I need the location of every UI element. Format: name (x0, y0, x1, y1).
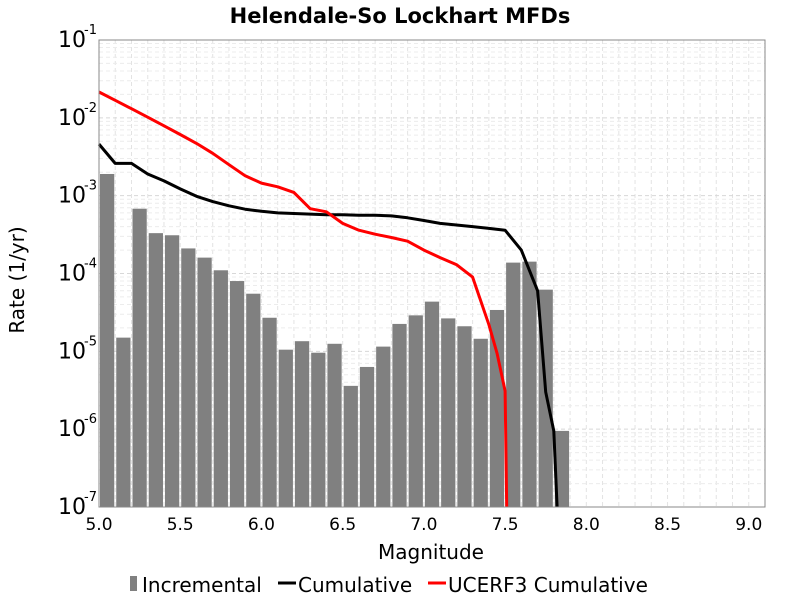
x-tick-label: 5.5 (167, 515, 194, 535)
x-tick-labels: 5.0 5.5 6.0 6.5 7.0 7.5 8.0 8.5 9.0 (85, 515, 762, 535)
bar-incremental (164, 235, 180, 507)
y-tick-exponent: -7 (84, 490, 97, 505)
bar-incremental (229, 281, 245, 507)
line-cumulative (97, 143, 559, 508)
plot-frame (98, 39, 766, 508)
y-tick-exponent: -1 (84, 23, 97, 38)
x-tick-label: 5.0 (85, 515, 112, 535)
y-tick-label: 10 (58, 28, 86, 53)
x-tick-label: 8.5 (654, 515, 681, 535)
bar-incremental (262, 317, 277, 507)
x-tick-label: 6.0 (248, 515, 275, 535)
y-tick-label: 10 (58, 339, 86, 364)
y-tick-labels: 10-710-610-510-410-310-210-1 (58, 23, 97, 520)
bar-incremental (197, 257, 212, 507)
bar-incremental (359, 366, 375, 507)
bar-incremental (343, 385, 358, 507)
y-tick-label: 10 (58, 184, 86, 209)
x-axis-label: Magnitude (378, 540, 484, 564)
bar-incremental (554, 430, 570, 507)
y-tick-exponent: -5 (84, 334, 97, 349)
y-tick-label: 10 (58, 262, 86, 287)
y-tick-label: 10 (58, 106, 86, 131)
legend-label-incremental: Incremental (142, 573, 262, 597)
bar-incremental (311, 352, 326, 507)
bar-incremental (181, 248, 196, 507)
chart-title: Helendale-So Lockhart MFDs (230, 4, 571, 28)
bar-incremental (376, 346, 391, 507)
bar-incremental (294, 341, 310, 507)
bar-incremental (116, 337, 131, 507)
line-ucerf3-cumulative (98, 90, 509, 508)
legend-swatch-incremental (130, 576, 137, 591)
bar-incremental (441, 318, 456, 507)
x-tick-label: 7.5 (492, 515, 519, 535)
legend: Incremental Cumulative UCERF3 Cumulative (130, 573, 648, 597)
cumulative-lines (97, 90, 559, 508)
y-tick-exponent: -4 (84, 257, 97, 272)
legend-label-ucerf3: UCERF3 Cumulative (448, 573, 648, 597)
legend-label-cumulative: Cumulative (298, 573, 412, 597)
bar-incremental (408, 315, 423, 507)
x-tick-label: 9.0 (735, 515, 762, 535)
bar-incremental (278, 349, 293, 507)
bar-incremental (327, 343, 342, 507)
incremental-bars (100, 173, 570, 508)
bar-incremental (473, 338, 488, 507)
bar-incremental (148, 233, 163, 507)
x-tick-label: 6.5 (329, 515, 356, 535)
bar-incremental (213, 270, 228, 507)
y-tick-label: 10 (58, 417, 86, 442)
bar-incremental (457, 326, 472, 507)
bar-incremental (489, 309, 505, 507)
bar-incremental (100, 173, 115, 508)
y-axis-label: Rate (1/yr) (5, 226, 29, 333)
bar-incremental (522, 261, 537, 507)
bar-incremental (246, 293, 261, 507)
x-tick-label: 7.0 (410, 515, 437, 535)
y-tick-exponent: -6 (84, 412, 97, 427)
y-tick-label: 10 (58, 495, 86, 520)
bar-incremental (392, 323, 407, 507)
bar-incremental (132, 208, 147, 507)
bar-incremental (424, 301, 440, 507)
bar-incremental (506, 262, 521, 507)
y-tick-exponent: -3 (84, 179, 97, 194)
x-tick-label: 8.0 (573, 515, 600, 535)
y-tick-exponent: -2 (84, 101, 97, 116)
